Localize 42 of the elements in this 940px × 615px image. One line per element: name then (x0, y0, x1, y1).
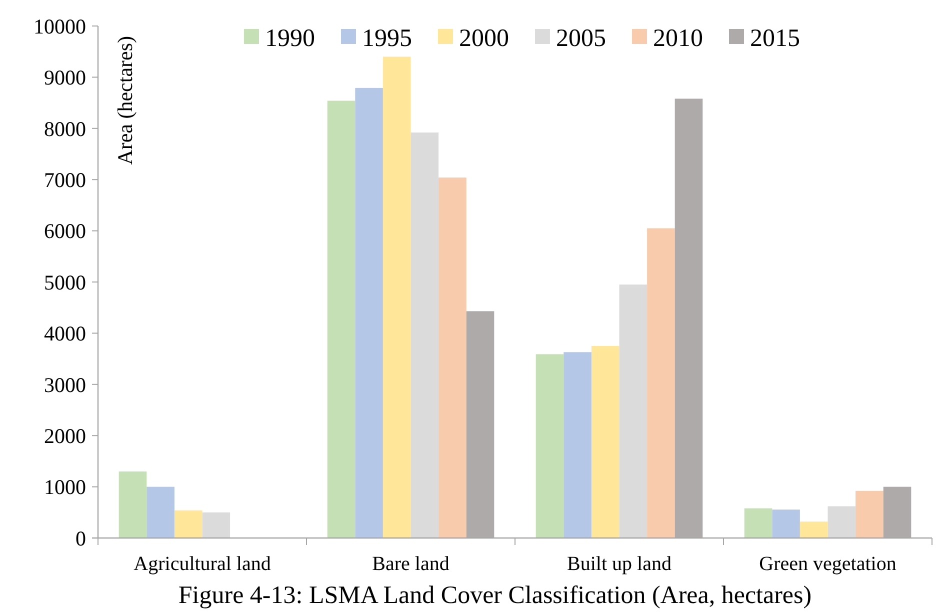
y-tick-label: 3000 (44, 372, 86, 397)
bar (591, 346, 620, 538)
legend-label: 1995 (362, 24, 412, 52)
bar (327, 100, 356, 538)
bar (828, 506, 856, 538)
y-tick-label: 5000 (44, 270, 86, 294)
bar (355, 88, 383, 538)
bar (744, 508, 772, 538)
bar (564, 352, 592, 538)
x-tick-label: Built up land (567, 553, 672, 575)
y-tick-label: 4000 (44, 322, 86, 346)
y-tick-label: 10000 (34, 14, 86, 38)
y-tick-label: 2000 (44, 424, 86, 448)
y-tick-label: 6000 (44, 219, 86, 244)
legend-label: 2015 (750, 24, 800, 52)
bar (800, 522, 828, 538)
legend-label: 2005 (556, 24, 606, 52)
bar (856, 490, 884, 538)
bar (772, 510, 800, 538)
bar (647, 228, 675, 538)
y-tick-label: 7000 (44, 168, 86, 192)
bar (118, 471, 147, 538)
bar (174, 510, 202, 538)
y-tick-label: 8000 (44, 116, 86, 141)
bar (202, 512, 230, 538)
y-tick-label: 9000 (44, 66, 86, 90)
legend-label: 1990 (265, 24, 315, 52)
bar (619, 284, 648, 538)
y-axis-title: Area (hectares) (113, 36, 137, 165)
bar (438, 178, 466, 538)
bar (536, 354, 564, 538)
y-tick-label: 0 (76, 526, 86, 550)
x-tick-label: Green vegetation (759, 553, 896, 575)
legend-label: 2010 (653, 24, 703, 52)
legend-label: 2000 (459, 24, 509, 52)
bar (382, 56, 411, 538)
x-tick-label: Agricultural land (134, 553, 271, 575)
bar (410, 132, 439, 538)
caption: Figure 4-13: LSMA Land Cover Classification (Area, hectares) (178, 582, 812, 609)
bar (146, 486, 174, 538)
y-tick-label: 1000 (44, 475, 86, 500)
x-tick-label: Bare land (372, 553, 450, 575)
